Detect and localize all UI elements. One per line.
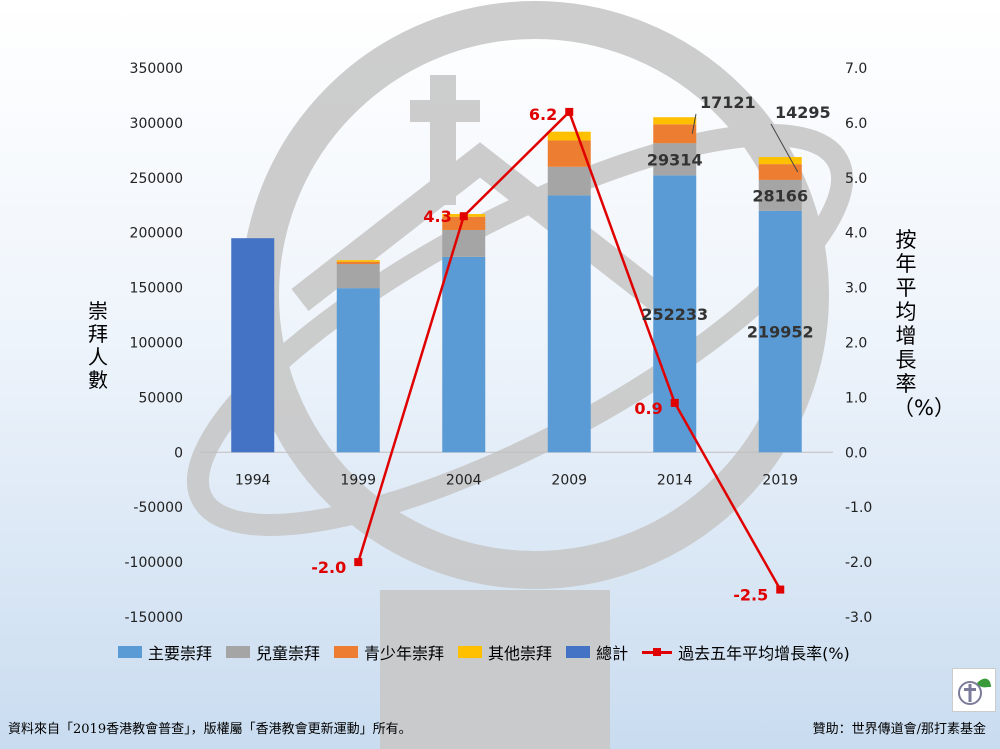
bar-callout-label: 17121 bbox=[700, 93, 756, 112]
legend-swatch bbox=[458, 646, 483, 658]
legend-swatch bbox=[566, 646, 591, 658]
sponsor-logo-icon bbox=[952, 668, 996, 712]
callout-leader bbox=[691, 113, 697, 134]
source-note: 資料來自「2019香港教會普查」，版權屬「香港教會更新運動」所有。 bbox=[8, 722, 412, 737]
y2-tick-label: 7.0 bbox=[845, 61, 867, 77]
legend-line-swatch bbox=[642, 647, 673, 656]
bar-segment bbox=[336, 263, 380, 289]
growth-line-marker bbox=[354, 558, 363, 567]
line-data-label: -2.0 bbox=[311, 558, 346, 577]
y2-tick-label: 1.0 bbox=[845, 390, 867, 406]
bar-segment bbox=[547, 166, 591, 196]
bar-segment bbox=[758, 210, 802, 453]
line-data-label: 4.3 bbox=[423, 207, 451, 226]
growth-line-marker bbox=[565, 107, 574, 116]
legend-label: 過去五年平均增長率(%) bbox=[678, 644, 850, 663]
legend-item-total: 總計 bbox=[566, 640, 628, 664]
bars bbox=[231, 117, 802, 453]
y-tick-label: 50000 bbox=[138, 390, 183, 406]
callout-leader bbox=[770, 123, 799, 173]
legend-item-growth: 過去五年平均增長率(%) bbox=[642, 640, 850, 664]
right-y-axis: 7.0 6.0 5.0 4.0 3.0 2.0 1.0 0.0 -1.0 -2.0 -3.0 bbox=[845, 61, 872, 626]
legend-label: 主要崇拜 bbox=[148, 644, 213, 663]
bar-segment bbox=[442, 216, 486, 230]
y-tick-label: 150000 bbox=[130, 281, 183, 297]
bar-data-label: 29314 bbox=[647, 150, 703, 169]
growth-line-marker bbox=[459, 212, 468, 221]
y2-tick-label: -3.0 bbox=[845, 610, 872, 626]
y-tick-label: -100000 bbox=[125, 555, 184, 571]
legend-item-other: 其他崇拜 bbox=[458, 640, 552, 664]
line-data-label: 0.9 bbox=[634, 399, 662, 418]
bar-segment bbox=[547, 195, 591, 453]
bar-segment bbox=[336, 261, 380, 264]
y-tick-label: 300000 bbox=[130, 116, 183, 132]
bar-segment bbox=[547, 131, 591, 141]
bar-data-label: 252233 bbox=[641, 305, 708, 324]
y-tick-label: 200000 bbox=[130, 226, 183, 242]
growth-rate-line bbox=[354, 107, 785, 594]
y-tick-label: -50000 bbox=[133, 500, 183, 516]
growth-line-marker bbox=[670, 398, 679, 407]
data-labels: -2.0 4.3 6.2 0.9 -2.5 252233 219952 29314 28166 1… bbox=[311, 93, 830, 605]
y2-tick-label: -1.0 bbox=[845, 500, 872, 516]
bar-callout-label: 14295 bbox=[775, 103, 831, 122]
y-tick-label: 250000 bbox=[130, 171, 183, 187]
y-tick-label: 100000 bbox=[130, 336, 183, 352]
legend-item-main: 主要崇拜 bbox=[118, 640, 212, 664]
sponsor-note: 贊助：世界傳道會/那打素基金 bbox=[812, 722, 986, 737]
line-data-label: -2.5 bbox=[733, 586, 768, 605]
y2-tick-label: 6.0 bbox=[845, 116, 867, 132]
y2-tick-label: 3.0 bbox=[845, 281, 867, 297]
legend-swatch bbox=[118, 646, 142, 658]
y2-tick-label: -2.0 bbox=[845, 555, 872, 571]
y-axis-title: 崇拜人數 bbox=[88, 299, 108, 392]
x-axis: 1994 1999 2004 2009 2014 2019 bbox=[200, 451, 833, 488]
y2-tick-label: 5.0 bbox=[845, 171, 867, 187]
y2-tick-label: 4.0 bbox=[845, 226, 867, 242]
x-tick-label: 1994 bbox=[235, 472, 271, 488]
bar-data-label: 219952 bbox=[747, 323, 814, 342]
bar-segment bbox=[442, 256, 486, 453]
growth-line-marker bbox=[776, 585, 785, 594]
legend-swatch bbox=[334, 646, 359, 658]
bar-segment bbox=[336, 260, 380, 262]
y2-tick-label: 0.0 bbox=[845, 445, 867, 461]
bar-segment bbox=[653, 124, 697, 144]
x-tick-label: 1999 bbox=[340, 472, 376, 488]
bar-segment bbox=[653, 117, 697, 125]
left-y-axis: 350000 300000 250000 200000 150000 100000 5000… bbox=[125, 61, 184, 626]
y2-axis-title: 按年平均增長率（%） bbox=[893, 228, 955, 420]
bar-segment bbox=[758, 179, 802, 211]
line-data-label: 6.2 bbox=[529, 105, 557, 124]
legend-label: 總計 bbox=[596, 644, 629, 663]
bar-segment bbox=[758, 157, 802, 165]
x-tick-label: 2009 bbox=[551, 472, 587, 488]
x-tick-label: 2004 bbox=[446, 472, 482, 488]
y-tick-label: -150000 bbox=[125, 610, 184, 626]
legend-swatch bbox=[226, 646, 251, 658]
bar-data-label: 28166 bbox=[752, 186, 808, 205]
bar-segment bbox=[231, 238, 275, 453]
legend-item-children: 兒童崇拜 bbox=[226, 640, 320, 664]
legend: 主要崇拜 兒童崇拜 青少年崇拜 其他崇拜 總計 過去五年平均增長率(%) bbox=[118, 640, 864, 664]
legend-item-youth: 青少年崇拜 bbox=[334, 640, 444, 664]
x-tick-label: 2019 bbox=[762, 472, 798, 488]
x-tick-label: 2014 bbox=[657, 472, 693, 488]
legend-label: 兒童崇拜 bbox=[256, 644, 321, 663]
bar-segment bbox=[653, 143, 697, 176]
y-tick-label: 0 bbox=[174, 445, 183, 461]
y-tick-label: 350000 bbox=[130, 61, 183, 77]
legend-label: 其他崇拜 bbox=[488, 644, 553, 663]
bar-segment bbox=[758, 164, 802, 180]
bar-segment bbox=[442, 229, 486, 257]
bar-segment bbox=[336, 288, 380, 453]
legend-label: 青少年崇拜 bbox=[364, 644, 445, 663]
y2-tick-label: 2.0 bbox=[845, 336, 867, 352]
